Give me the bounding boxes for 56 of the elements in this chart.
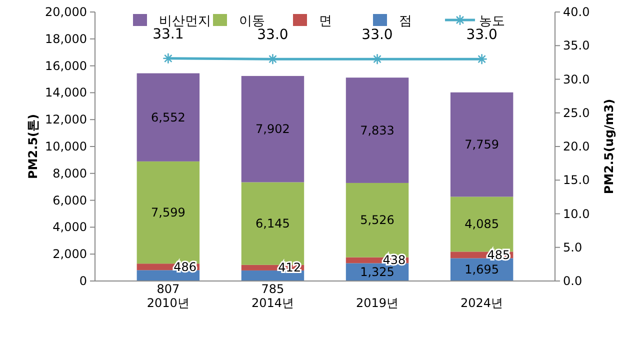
x-tick-label: 2019년 bbox=[356, 296, 399, 310]
y-tick-label: 16,000 bbox=[45, 58, 87, 73]
y-tick-label: 14,000 bbox=[45, 86, 87, 100]
data-label: 6,552 bbox=[151, 110, 186, 124]
y-tick-label: 12,000 bbox=[45, 112, 87, 127]
bar bbox=[136, 161, 200, 264]
data-label: 1,695 bbox=[464, 262, 499, 277]
bar bbox=[346, 78, 409, 183]
data-label: 6,145 bbox=[256, 216, 290, 231]
data-label: 807 bbox=[156, 282, 180, 296]
data-label: 486 bbox=[174, 260, 197, 274]
y2-tick-label: 0.0 bbox=[563, 274, 582, 288]
y-tick-label: 0 bbox=[79, 274, 87, 288]
y2-tick-label: 30.0 bbox=[563, 72, 590, 86]
data-label: 7,902 bbox=[256, 122, 290, 136]
y-tick-label: 2,000 bbox=[52, 247, 87, 262]
y-tick-label: 10,000 bbox=[45, 140, 87, 154]
data-label: 33.1 bbox=[152, 26, 184, 42]
y2-tick-label: 10.0 bbox=[563, 206, 590, 221]
y2-tick-label: 20.0 bbox=[563, 140, 590, 154]
data-label: 7,759 bbox=[464, 138, 499, 152]
data-label: 33.0 bbox=[257, 27, 288, 44]
x-tick-label: 2024년 bbox=[460, 296, 504, 310]
x-tick-label: 2014년 bbox=[251, 296, 294, 310]
data-label: 5,526 bbox=[360, 213, 394, 228]
legend-label: 이동 bbox=[239, 14, 265, 29]
y2-tick-label: 15.0 bbox=[563, 173, 590, 188]
legend-label: 면 bbox=[319, 14, 332, 29]
data-label: 1,325 bbox=[360, 265, 394, 280]
y-tick-label: 6,000 bbox=[52, 193, 87, 208]
bar bbox=[241, 76, 304, 182]
y-tick-label: 20,000 bbox=[45, 5, 87, 19]
bar bbox=[136, 73, 200, 162]
data-label: 438 bbox=[382, 253, 406, 268]
y2-axis-title: PM2.5(ug/m3) bbox=[602, 98, 616, 194]
data-label: 485 bbox=[487, 248, 510, 262]
data-label: 7,833 bbox=[360, 123, 394, 138]
legend-label: 농도 bbox=[479, 14, 505, 29]
legend-label: 비산먼지 bbox=[159, 14, 211, 29]
y2-tick-label: 5.0 bbox=[563, 240, 582, 254]
data-label: 785 bbox=[261, 282, 284, 296]
data-label: 7,599 bbox=[151, 206, 186, 220]
data-label: 4,085 bbox=[464, 217, 499, 232]
y-tick-label: 18,000 bbox=[45, 32, 87, 46]
x-tick-label: 2010년 bbox=[146, 296, 190, 310]
y-tick-label: 8,000 bbox=[52, 166, 87, 180]
data-label: 33.0 bbox=[362, 27, 393, 44]
y2-tick-label: 25.0 bbox=[563, 106, 590, 120]
data-label: 33.0 bbox=[466, 27, 498, 44]
legend-label: 점 bbox=[399, 14, 412, 29]
bar bbox=[450, 92, 514, 197]
y-axis-title: PM2.5(톤) bbox=[26, 114, 40, 179]
y2-tick-label: 40.0 bbox=[563, 5, 590, 19]
y-tick-label: 4,000 bbox=[52, 220, 87, 234]
y2-tick-label: 35.0 bbox=[563, 38, 590, 53]
bar bbox=[450, 196, 514, 252]
